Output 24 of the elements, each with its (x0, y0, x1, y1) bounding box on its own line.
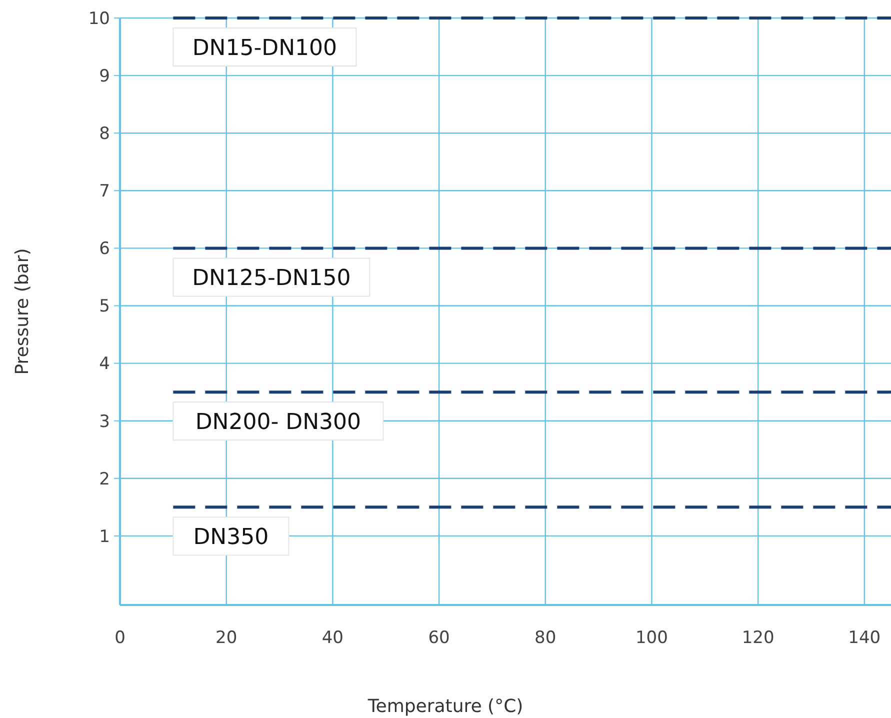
y-tick-label: 8 (99, 124, 110, 144)
x-tick-label: 40 (322, 628, 344, 648)
series-label: DN125-DN150 (192, 266, 351, 292)
x-axis-title: Temperature (°C) (366, 696, 524, 717)
series-label: DN200- DN300 (195, 410, 362, 436)
y-axis-title: Pressure (bar) (12, 248, 33, 375)
y-tick-label: 10 (88, 8, 110, 29)
y-tick-label: 1 (99, 526, 110, 547)
x-tick-label: 60 (428, 628, 450, 648)
y-tick-label: 5 (99, 296, 110, 317)
y-tick-label: 7 (99, 182, 110, 202)
series-label: DN15-DN100 (192, 36, 338, 61)
y-tick-label: 9 (99, 66, 110, 86)
x-tick-label: 0 (114, 628, 126, 648)
x-tick-label: 20 (216, 628, 238, 648)
x-tick-label: 120 (742, 628, 774, 648)
y-tick-label: 3 (99, 412, 110, 432)
y-tick-label: 4 (99, 354, 110, 374)
x-tick-label: 140 (848, 628, 881, 648)
x-tick-label: 80 (534, 628, 556, 648)
x-tick-label: 100 (636, 628, 668, 648)
series-label: DN350 (193, 525, 269, 550)
y-tick-label: 2 (99, 469, 110, 490)
y-tick-label: 6 (99, 239, 110, 260)
